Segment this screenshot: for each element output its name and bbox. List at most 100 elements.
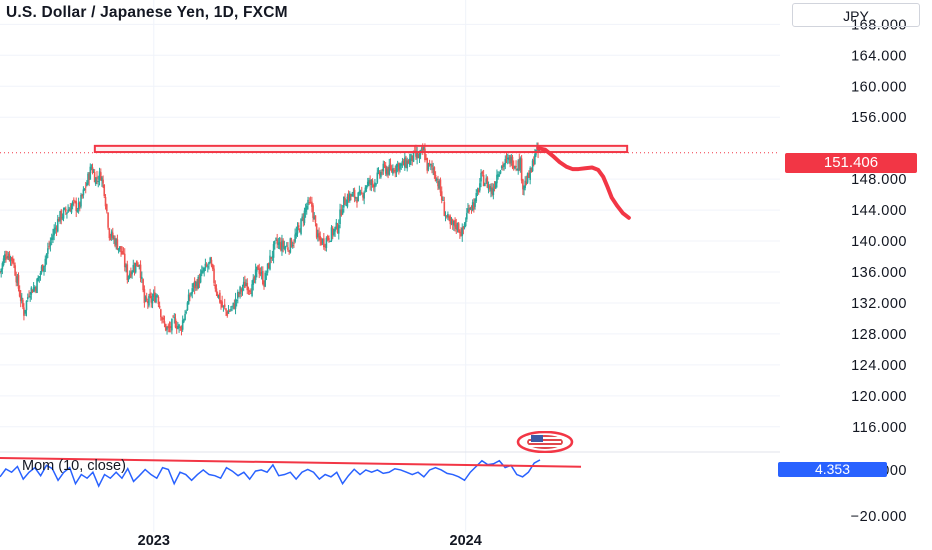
candle-body bbox=[54, 227, 57, 230]
candle-body bbox=[246, 282, 249, 291]
candle-body bbox=[29, 296, 31, 298]
candle-body bbox=[252, 278, 255, 285]
candle-body bbox=[347, 194, 350, 201]
candle-body bbox=[293, 242, 295, 244]
candle-body bbox=[208, 261, 210, 265]
candle-body bbox=[371, 180, 374, 184]
candle-body bbox=[134, 262, 137, 273]
candle-body bbox=[49, 242, 52, 246]
candle-body bbox=[166, 327, 168, 330]
candle-body bbox=[294, 234, 296, 242]
candle-body bbox=[173, 317, 176, 319]
annotations bbox=[0, 144, 780, 220]
candle-body bbox=[59, 211, 61, 222]
candle-body bbox=[237, 291, 239, 299]
candle-body bbox=[291, 244, 294, 246]
candle-body bbox=[66, 212, 68, 215]
candle-body bbox=[281, 240, 283, 252]
candle-body bbox=[32, 287, 35, 292]
candle-body bbox=[58, 218, 60, 222]
candle-body bbox=[111, 232, 114, 239]
candle-body bbox=[211, 264, 214, 270]
candle-body bbox=[503, 163, 505, 167]
candle-body bbox=[531, 160, 534, 172]
price-axis: 168.000 164.000 160.000 156.000 148.000 144.0… bbox=[851, 17, 907, 435]
candle-body bbox=[484, 183, 486, 187]
candle-body bbox=[485, 178, 487, 183]
candle-body bbox=[149, 293, 151, 297]
candle-body bbox=[477, 189, 480, 193]
candle-body bbox=[0, 271, 1, 273]
candle-body bbox=[488, 185, 491, 190]
candle-body bbox=[6, 256, 8, 259]
candle-body bbox=[30, 287, 33, 295]
candle-body bbox=[514, 166, 516, 169]
candle-body bbox=[238, 293, 240, 295]
candle-body bbox=[433, 167, 436, 176]
candle-body bbox=[341, 209, 344, 215]
candle-body bbox=[24, 309, 27, 314]
candle-body bbox=[364, 187, 367, 192]
candle-body bbox=[168, 327, 171, 329]
candle-body bbox=[251, 284, 253, 296]
candle-body bbox=[395, 164, 398, 174]
currency-selector[interactable]: JPY bbox=[792, 3, 920, 27]
candle-body bbox=[326, 235, 329, 240]
candle-body bbox=[394, 169, 397, 172]
candle-body bbox=[180, 328, 183, 330]
candle-body bbox=[84, 186, 87, 188]
candle-body bbox=[475, 192, 478, 202]
momentum-pane: 0.000−20.000 bbox=[0, 451, 907, 525]
candle-body bbox=[62, 209, 65, 219]
candle-body bbox=[98, 171, 101, 180]
candle-body bbox=[350, 194, 352, 197]
candle-body bbox=[118, 246, 121, 250]
price-tick-label: 160.000 bbox=[851, 79, 907, 95]
momentum-line bbox=[0, 459, 541, 488]
candle-body bbox=[289, 238, 292, 253]
candle-body bbox=[110, 231, 113, 237]
candle-body bbox=[282, 240, 284, 248]
candle-body bbox=[469, 207, 472, 210]
candle-body bbox=[16, 276, 19, 284]
candle-body bbox=[307, 199, 309, 206]
candle-body bbox=[172, 316, 174, 318]
candle-body bbox=[358, 191, 361, 194]
candle-body bbox=[122, 252, 125, 254]
time-tick-label: 2023 bbox=[138, 533, 170, 549]
price-tick-label: 136.000 bbox=[851, 265, 907, 281]
last-price-badge: 151.406 bbox=[785, 153, 917, 173]
price-tick-label: 168.000 bbox=[851, 17, 907, 33]
candle-body bbox=[219, 292, 221, 303]
candle-body bbox=[199, 273, 202, 283]
candle-body bbox=[181, 320, 184, 330]
time-axis: 2023 2024 bbox=[138, 533, 482, 549]
us-flag-icon[interactable] bbox=[515, 431, 575, 453]
candle-body bbox=[474, 199, 476, 207]
candle-body bbox=[130, 271, 132, 277]
candle-body bbox=[221, 301, 223, 308]
candle-body bbox=[375, 183, 377, 185]
candle-body bbox=[476, 190, 479, 192]
momentum-tick-label: −20.000 bbox=[851, 509, 907, 525]
candle-body bbox=[357, 192, 359, 202]
candle-body bbox=[526, 173, 529, 183]
candle-body bbox=[323, 238, 325, 248]
candle-body bbox=[94, 177, 97, 185]
candle-body bbox=[108, 228, 111, 239]
candle-body bbox=[359, 192, 362, 194]
candle-body bbox=[275, 238, 277, 240]
candle-body bbox=[386, 169, 388, 175]
candle-body bbox=[93, 171, 96, 183]
candle-body bbox=[455, 224, 458, 229]
price-tick-label: 148.000 bbox=[851, 172, 907, 188]
candle-body bbox=[23, 307, 25, 316]
candle-body bbox=[240, 288, 243, 292]
candle-body bbox=[120, 246, 122, 252]
candle-body bbox=[376, 172, 379, 183]
candle-body bbox=[234, 298, 237, 309]
candle-body bbox=[365, 185, 368, 190]
momentum-legend[interactable]: Mom (10, close) bbox=[22, 458, 126, 474]
candle-body bbox=[10, 257, 13, 261]
